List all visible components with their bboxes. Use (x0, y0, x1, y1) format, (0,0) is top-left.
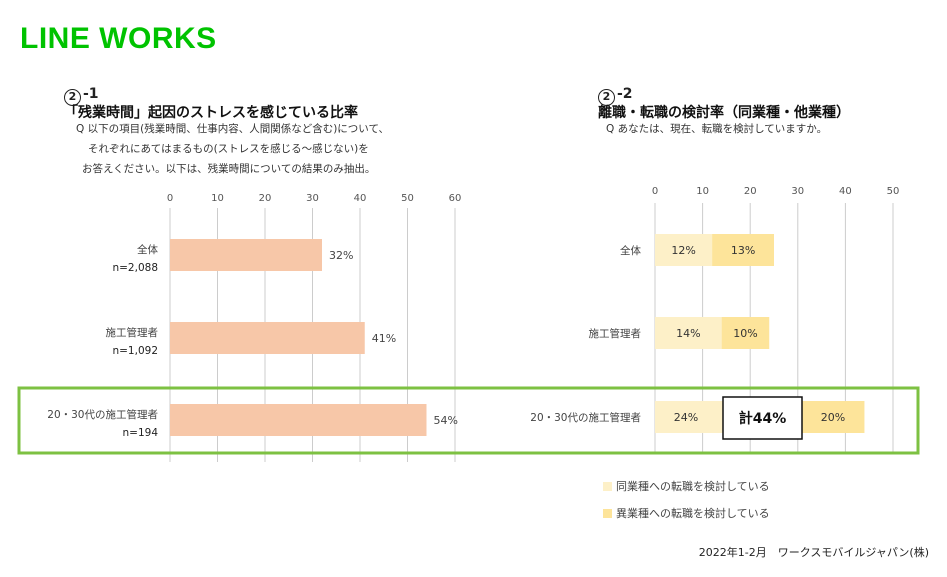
right-category-label-1: 施工管理者 (589, 327, 642, 340)
left-bar-1 (170, 322, 365, 354)
left-value-label-0: 32% (329, 249, 353, 262)
right-value-label-2-series-0: 24% (674, 411, 698, 424)
legend-swatch-same-industry (603, 482, 612, 491)
right-panel-circle-number: 2 (598, 89, 615, 106)
right-panel-number-suffix: -2 (617, 86, 633, 102)
left-bar-0 (170, 239, 322, 271)
right-question-line-1: Q あなたは、現在、転職を検討していますか。 (606, 123, 828, 135)
right-category-label-0: 全体 (620, 244, 641, 257)
right-category-label-2: 20・30代の施工管理者 (530, 411, 641, 424)
left-tick-label-40: 40 (354, 193, 367, 204)
right-value-label-0-series-0: 12% (671, 244, 695, 257)
left-tick-label-0: 0 (167, 193, 173, 204)
right-tick-label-10: 10 (696, 186, 709, 197)
left-category-label-0: 全体 (137, 243, 158, 256)
left-sample-size-0: n=2,088 (112, 262, 158, 274)
right-tick-label-30: 30 (791, 186, 804, 197)
right-panel-number: 2 -2 (598, 86, 633, 106)
total-label: 計44% (739, 410, 787, 427)
right-bar-1-series-0 (655, 317, 722, 349)
right-bar-0-series-1 (712, 234, 774, 266)
left-panel-circle-number: 2 (64, 89, 81, 106)
left-tick-label-60: 60 (449, 193, 462, 204)
right-value-label-0-series-1: 13% (731, 244, 755, 257)
left-tick-label-50: 50 (401, 193, 414, 204)
left-category-label-2: 20・30代の施工管理者 (47, 408, 158, 421)
right-tick-label-50: 50 (887, 186, 900, 197)
right-tick-label-20: 20 (744, 186, 757, 197)
left-sample-size-2: n=194 (123, 427, 159, 439)
left-value-label-1: 41% (372, 332, 396, 345)
right-value-label-2-series-1: 20% (821, 411, 845, 424)
legend-item-different-industry: 異業種への転職を検討している (603, 505, 770, 521)
right-value-label-1-series-1: 10% (733, 327, 757, 340)
left-value-label-2: 54% (434, 414, 458, 427)
left-question-line-2: それぞれにあてはまるもの(ストレスを感じる〜感じない)を (88, 143, 369, 155)
left-panel-title: 「残業時間」起因のストレスを感じている比率 (64, 105, 358, 121)
left-question-line-1: Q 以下の項目(残業時間、仕事内容、人間関係など含む)について、 (76, 123, 389, 135)
left-category-label-1: 施工管理者 (106, 326, 159, 339)
right-bar-0-series-0 (655, 234, 713, 266)
left-sample-size-1: n=1,092 (112, 345, 158, 357)
left-tick-label-30: 30 (306, 193, 319, 204)
source-note: 2022年1-2月 ワークスモバイルジャパン(株) (698, 546, 929, 559)
line-works-logo: LINE WORKS (20, 22, 217, 55)
legend-swatch-different-industry (603, 509, 612, 518)
left-tick-label-10: 10 (211, 193, 224, 204)
left-question-line-3: お答えください。以下は、残業時間についての結果のみ抽出。 (82, 163, 376, 175)
right-tick-label-0: 0 (652, 186, 658, 197)
total-box (722, 396, 803, 440)
left-tick-label-20: 20 (259, 193, 272, 204)
left-bar-2 (170, 404, 427, 436)
right-panel-title: 離職・転職の検討率（同業種・他業種） (598, 105, 850, 121)
left-panel-number-suffix: -1 (83, 86, 99, 102)
legend-item-same-industry: 同業種への転職を検討している (603, 478, 770, 494)
legend-label-same-industry: 同業種への転職を検討している (616, 480, 770, 493)
legend-label-different-industry: 異業種への転職を検討している (616, 507, 770, 520)
right-bar-1-series-1 (721, 317, 770, 349)
left-panel-number: 2 -1 (64, 86, 99, 106)
right-value-label-1-series-0: 14% (676, 327, 700, 340)
highlight-frame-young-managers (17, 386, 920, 455)
right-tick-label-40: 40 (839, 186, 852, 197)
